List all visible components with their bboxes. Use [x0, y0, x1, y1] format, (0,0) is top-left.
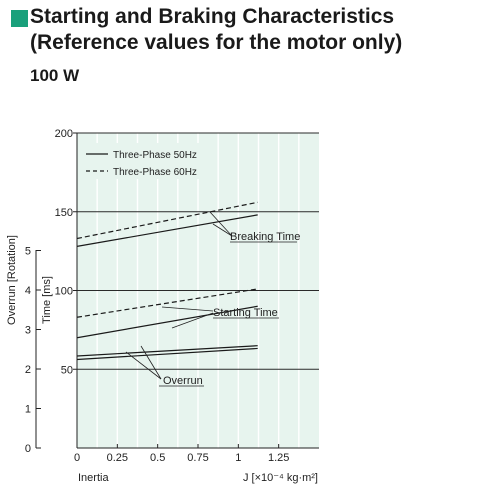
annotation-overrun: Overrun — [163, 375, 203, 387]
time-tick-label: 200 — [55, 128, 73, 140]
chart-subtitle: 100 W — [30, 66, 80, 85]
annotation-leader — [161, 306, 214, 312]
annotation-leader — [140, 345, 162, 380]
title-line-1: Starting and Braking Characteristics — [30, 5, 395, 28]
overrun-tick-label: 1 — [25, 404, 31, 416]
annotation-leader — [171, 312, 214, 329]
time-tick-label: 150 — [55, 207, 73, 219]
series-line-starting-time-3 — [76, 288, 258, 318]
series-line-breaking-time-1 — [76, 201, 258, 240]
annotation-leader — [212, 223, 233, 237]
legend-box — [82, 143, 216, 179]
overrun-tick-label: 5 — [25, 246, 31, 258]
time-tick-label: 100 — [55, 286, 73, 298]
x-tick-label: 0.75 — [187, 452, 208, 464]
x-axis-label: Inertia — [78, 472, 109, 484]
x-tick-label: 1 — [235, 452, 241, 464]
series-line-breaking-time-0 — [76, 214, 258, 247]
x-tick-label: 0 — [74, 452, 80, 464]
x-tick-label: 1.25 — [268, 452, 289, 464]
series-line-overrun-4 — [76, 345, 258, 357]
x-tick-label: 0.5 — [150, 452, 165, 464]
annotation-starting-time: Starting Time — [213, 307, 278, 319]
overrun-tick-label: 3 — [25, 325, 31, 337]
title-square-icon — [11, 10, 28, 27]
overrun-tick-label: 4 — [25, 285, 31, 297]
series-line-overrun-5 — [76, 347, 258, 361]
title-line-2: (Reference values for the motor only) — [30, 31, 403, 54]
legend-label-60hz: Three-Phase 60Hz — [113, 167, 197, 178]
series-line-starting-time-2 — [76, 305, 258, 339]
annotation-breaking-time: Breaking Time — [230, 231, 300, 243]
chart-title: Starting and Braking Characteristics (Re… — [8, 4, 494, 56]
legend-label-50hz: Three-Phase 50Hz — [113, 150, 197, 161]
x-tick-label: 0.25 — [107, 452, 128, 464]
annotation-leader — [209, 211, 233, 237]
overrun-tick-label: 2 — [25, 364, 31, 376]
time-axis-label: Time [ms] — [41, 276, 53, 324]
annotation-leader — [125, 351, 162, 380]
time-tick-label: 50 — [61, 364, 73, 376]
overrun-axis-label: Overrun [Rotation] — [6, 235, 18, 325]
overrun-tick-label: 0 — [25, 443, 31, 455]
x-axis-unit: J [×10⁻⁴ kg·m²] — [243, 472, 318, 484]
